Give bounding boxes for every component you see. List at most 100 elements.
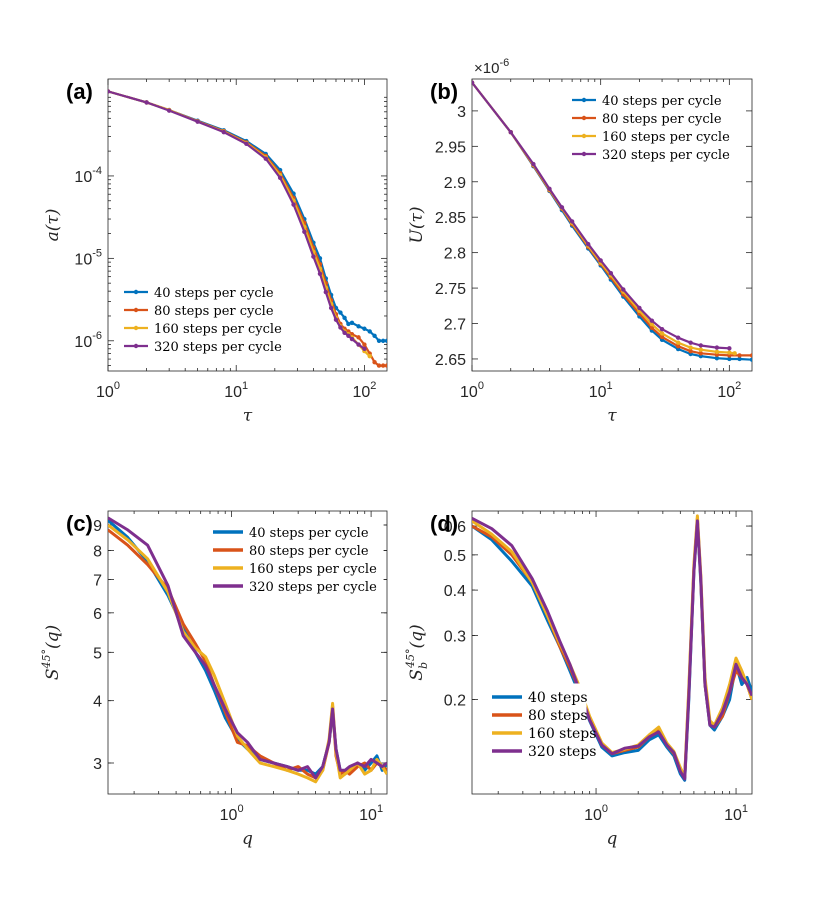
data-point (376, 338, 382, 343)
data-point (727, 350, 732, 355)
data-point (356, 342, 361, 347)
data-point (244, 141, 249, 147)
y-tick-label: 0.4 (444, 583, 466, 600)
data-point (317, 271, 323, 276)
x-tick-label: 102 (717, 380, 741, 401)
plot-area (108, 89, 387, 368)
data-point (108, 89, 111, 94)
data-point (737, 353, 742, 358)
data-point (698, 347, 703, 352)
data-point (569, 219, 575, 224)
legend: 40 steps per cycle 80 steps per cycle 160 … (206, 518, 384, 602)
legend-marker (581, 115, 587, 121)
y-tick-label: 9 (93, 518, 102, 535)
data-point (328, 305, 334, 311)
data-point (356, 335, 361, 340)
data-point (144, 100, 149, 105)
legend: 40 steps per cycle 80 steps per cycle 160 … (117, 278, 282, 362)
legend-marker (133, 307, 139, 313)
data-point (338, 325, 343, 330)
y-tick-label: 2.85 (435, 210, 466, 227)
panel-label: (d) (430, 511, 458, 536)
panel-b: 100 101 102 2.65 2.7 2.75 2.8 2.85 2.9 2.95 3 ×10-6… (407, 57, 753, 426)
data-point (346, 333, 351, 338)
y-tick-label: 8 (93, 544, 102, 561)
y-tick-label: 0.2 (444, 693, 466, 710)
legend-marker (581, 151, 587, 157)
x-tick-label: 100 (460, 380, 484, 401)
data-point (342, 330, 347, 336)
data-point (659, 326, 665, 332)
data-point (372, 359, 377, 365)
legend-entry: 160 steps per cycle (602, 130, 730, 145)
data-point (333, 317, 339, 322)
data-point (166, 108, 172, 113)
y-tick-label: 2.7 (444, 317, 466, 334)
data-point (732, 351, 737, 356)
data-point (362, 342, 367, 347)
legend-entry: 160 steps (528, 726, 596, 742)
y-tick-label: 5 (93, 645, 102, 662)
data-point (472, 80, 475, 85)
y-axis-label: S45°(q) (40, 625, 63, 680)
data-point (384, 338, 387, 343)
data-point (714, 345, 720, 350)
y-tick-label: 0.5 (444, 548, 466, 565)
tick-marks (472, 511, 752, 794)
y-tick-label: 10-5 (74, 247, 102, 268)
data-point (384, 363, 387, 368)
y-tick-label: 7 (93, 572, 102, 589)
series-line-4 (108, 516, 387, 780)
data-point (372, 333, 377, 338)
legend-entry: 320 steps per cycle (249, 580, 377, 595)
data-point (688, 348, 693, 354)
legend: 40 steps 80 steps 160 steps 320 steps (485, 683, 596, 767)
data-point (342, 315, 347, 321)
legend-entry: 40 steps per cycle (154, 286, 274, 301)
y-tick-label: 6 (93, 606, 102, 623)
y-tick-label: 2.95 (435, 139, 466, 156)
data-point (508, 129, 513, 135)
data-point (356, 324, 361, 329)
data-point (346, 321, 351, 327)
y-tick-label: 10-6 (74, 330, 102, 351)
legend: 40 steps per cycle 80 steps per cycle 160 … (565, 86, 743, 170)
y-tick-label: 0.6 (444, 519, 466, 536)
data-point (291, 202, 296, 207)
data-point (714, 356, 720, 361)
data-point (714, 349, 720, 355)
plot-area (472, 80, 752, 362)
data-point (195, 119, 200, 124)
data-point (362, 326, 367, 331)
panel-label: (a) (66, 79, 93, 104)
data-point (688, 340, 693, 345)
y-tick-label: 2.65 (435, 352, 466, 369)
data-point (659, 331, 665, 336)
legend-entry: 40 steps per cycle (602, 94, 722, 109)
x-tick-label: 100 (584, 803, 608, 824)
y-tick-label: 3 (457, 104, 466, 121)
legend-entry: 80 steps (528, 708, 588, 724)
x-tick-label: 102 (352, 380, 376, 401)
panel-a: 100 101 102 10-6 10-5 10-4 τ a(τ) (a) 40 steps pe… (43, 78, 388, 426)
series-line-4 (472, 516, 752, 781)
legend-marker (133, 289, 139, 295)
plot-area (108, 516, 387, 784)
data-point (311, 254, 316, 259)
x-tick-label: 101 (724, 803, 748, 824)
data-point (675, 343, 681, 349)
legend-entry: 40 steps (528, 690, 588, 706)
data-point (221, 129, 226, 135)
data-point (367, 354, 372, 359)
x-tick-label: 101 (589, 380, 613, 401)
data-point (608, 270, 614, 276)
data-point (749, 353, 752, 358)
y-axis-multiplier: ×10-6 (474, 57, 509, 77)
panel-label: (c) (66, 511, 93, 536)
y-axis-label: a(τ) (43, 209, 63, 242)
x-axis-label: q (242, 829, 253, 849)
y-tick-label: 2.8 (444, 246, 466, 263)
legend-entry: 160 steps per cycle (154, 322, 282, 337)
data-point (547, 186, 552, 192)
